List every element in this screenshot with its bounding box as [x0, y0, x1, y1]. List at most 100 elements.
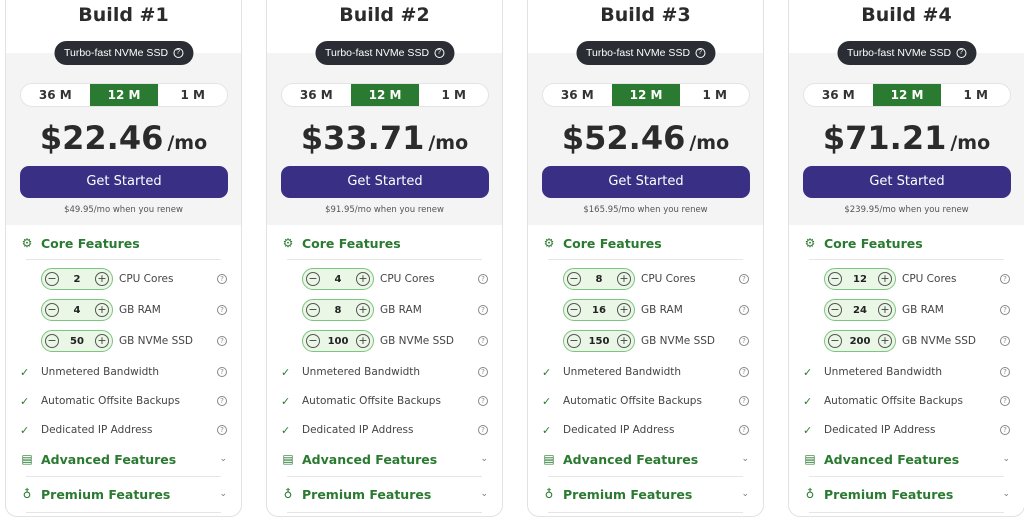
help-icon[interactable]: ?: [1000, 274, 1010, 284]
premium-features-toggle[interactable]: ♁ Premium Features ⌄: [803, 484, 1010, 504]
help-icon[interactable]: ?: [956, 48, 967, 59]
term-option[interactable]: 1 M: [441, 88, 466, 102]
term-option[interactable]: 36 M: [299, 88, 333, 102]
help-icon[interactable]: ?: [739, 425, 749, 435]
help-icon[interactable]: ?: [217, 336, 227, 346]
plus-icon[interactable]: +: [356, 334, 370, 348]
feature-row: ✓ Unmetered Bandwidth?: [803, 361, 1010, 383]
help-icon[interactable]: ?: [739, 367, 749, 377]
plus-icon[interactable]: +: [617, 272, 631, 286]
help-icon[interactable]: ?: [434, 48, 445, 59]
help-icon[interactable]: ?: [478, 305, 488, 315]
resource-label: GB RAM: [380, 304, 422, 316]
help-icon[interactable]: ?: [478, 396, 488, 406]
help-icon[interactable]: ?: [478, 425, 488, 435]
help-icon[interactable]: ?: [739, 336, 749, 346]
term-option[interactable]: 12 M: [350, 84, 420, 106]
minus-icon[interactable]: −: [828, 272, 842, 286]
help-icon[interactable]: ?: [478, 336, 488, 346]
divider: [287, 259, 482, 260]
help-icon[interactable]: ?: [739, 305, 749, 315]
help-icon[interactable]: ?: [173, 48, 184, 59]
advanced-features-toggle[interactable]: ▤ Advanced Features ⌄: [20, 449, 227, 469]
premium-features-toggle[interactable]: ♁ Premium Features ⌄: [20, 484, 227, 504]
plus-icon[interactable]: +: [878, 334, 892, 348]
advanced-features-toggle[interactable]: ▤ Advanced Features ⌄: [281, 449, 488, 469]
term-option[interactable]: 1 M: [963, 88, 988, 102]
price-period: /mo: [167, 132, 208, 154]
help-icon[interactable]: ?: [217, 425, 227, 435]
minus-icon[interactable]: −: [45, 334, 59, 348]
term-option[interactable]: 36 M: [821, 88, 855, 102]
feature-row: ✓ Unmetered Bandwidth?: [281, 361, 488, 383]
divider: [287, 476, 482, 477]
plus-icon[interactable]: +: [94, 334, 109, 348]
plus-icon[interactable]: +: [617, 334, 631, 348]
feature-row: ✓ Unmetered Bandwidth?: [542, 361, 749, 383]
stepper-value: 12: [853, 273, 867, 285]
get-started-button[interactable]: Get Started: [281, 166, 489, 198]
term-toggle: 36 M 12 M 1 M: [803, 83, 1011, 107]
resource-row: − 4 + CPU Cores ?: [281, 268, 488, 290]
get-started-button[interactable]: Get Started: [803, 166, 1011, 198]
term-option[interactable]: 12 M: [872, 84, 942, 106]
help-icon[interactable]: ?: [1000, 396, 1010, 406]
badge-label: Turbo-fast NVMe SSD: [846, 47, 952, 59]
minus-icon[interactable]: −: [306, 334, 320, 348]
get-started-button[interactable]: Get Started: [20, 166, 228, 198]
help-icon[interactable]: ?: [1000, 425, 1010, 435]
help-icon[interactable]: ?: [739, 274, 749, 284]
term-option[interactable]: 1 M: [702, 88, 727, 102]
help-icon[interactable]: ?: [217, 274, 227, 284]
plus-icon[interactable]: +: [616, 303, 631, 317]
help-icon[interactable]: ?: [1000, 336, 1010, 346]
help-icon[interactable]: ?: [217, 305, 227, 315]
premium-features-toggle[interactable]: ♁ Premium Features ⌄: [542, 484, 749, 504]
renew-price: $49.95/mo when you renew: [64, 205, 183, 215]
minus-icon[interactable]: −: [828, 334, 842, 348]
archive-icon: ▤: [804, 452, 816, 466]
badge-label: Turbo-fast NVMe SSD: [63, 47, 169, 59]
plus-icon[interactable]: +: [877, 272, 892, 286]
help-icon[interactable]: ?: [478, 274, 488, 284]
term-option[interactable]: 36 M: [38, 88, 72, 102]
plus-icon[interactable]: +: [95, 272, 109, 286]
minus-icon[interactable]: −: [306, 272, 320, 286]
renew-price: $91.95/mo when you renew: [325, 205, 444, 215]
chevron-down-icon: ⌄: [219, 489, 227, 499]
term-option[interactable]: 12 M: [611, 84, 681, 106]
help-icon[interactable]: ?: [695, 48, 706, 59]
check-icon: ✓: [542, 423, 552, 437]
help-icon[interactable]: ?: [217, 396, 227, 406]
term-option[interactable]: 1 M: [180, 88, 205, 102]
price-period: /mo: [950, 132, 991, 154]
minus-icon[interactable]: −: [828, 303, 842, 317]
badge-label: Turbo-fast NVMe SSD: [324, 47, 430, 59]
help-icon[interactable]: ?: [478, 367, 488, 377]
minus-icon[interactable]: −: [45, 272, 59, 286]
divider: [26, 259, 221, 260]
resource-label: GB NVMe SSD: [380, 335, 454, 347]
minus-icon[interactable]: −: [567, 272, 581, 286]
help-icon[interactable]: ?: [1000, 305, 1010, 315]
advanced-features-toggle[interactable]: ▤ Advanced Features ⌄: [542, 449, 749, 469]
plus-icon[interactable]: +: [356, 272, 370, 286]
advanced-features-toggle[interactable]: ▤ Advanced Features ⌄: [803, 449, 1010, 469]
premium-features-toggle[interactable]: ♁ Premium Features ⌄: [281, 484, 488, 504]
minus-icon[interactable]: −: [306, 303, 320, 317]
minus-icon[interactable]: −: [567, 334, 581, 348]
minus-icon[interactable]: −: [567, 303, 581, 317]
check-icon: ✓: [542, 365, 552, 379]
help-icon[interactable]: ?: [1000, 367, 1010, 377]
plus-icon[interactable]: +: [877, 303, 892, 317]
minus-icon[interactable]: −: [45, 303, 59, 317]
get-started-button[interactable]: Get Started: [542, 166, 750, 198]
resource-row: −100 + GB NVMe SSD ?: [281, 330, 488, 352]
plus-icon[interactable]: +: [95, 303, 109, 317]
plus-icon[interactable]: +: [356, 303, 370, 317]
help-icon[interactable]: ?: [217, 367, 227, 377]
term-option[interactable]: 36 M: [560, 88, 594, 102]
help-icon[interactable]: ?: [739, 396, 749, 406]
term-option[interactable]: 12 M: [89, 84, 159, 106]
section-title: Premium Features: [41, 486, 171, 502]
